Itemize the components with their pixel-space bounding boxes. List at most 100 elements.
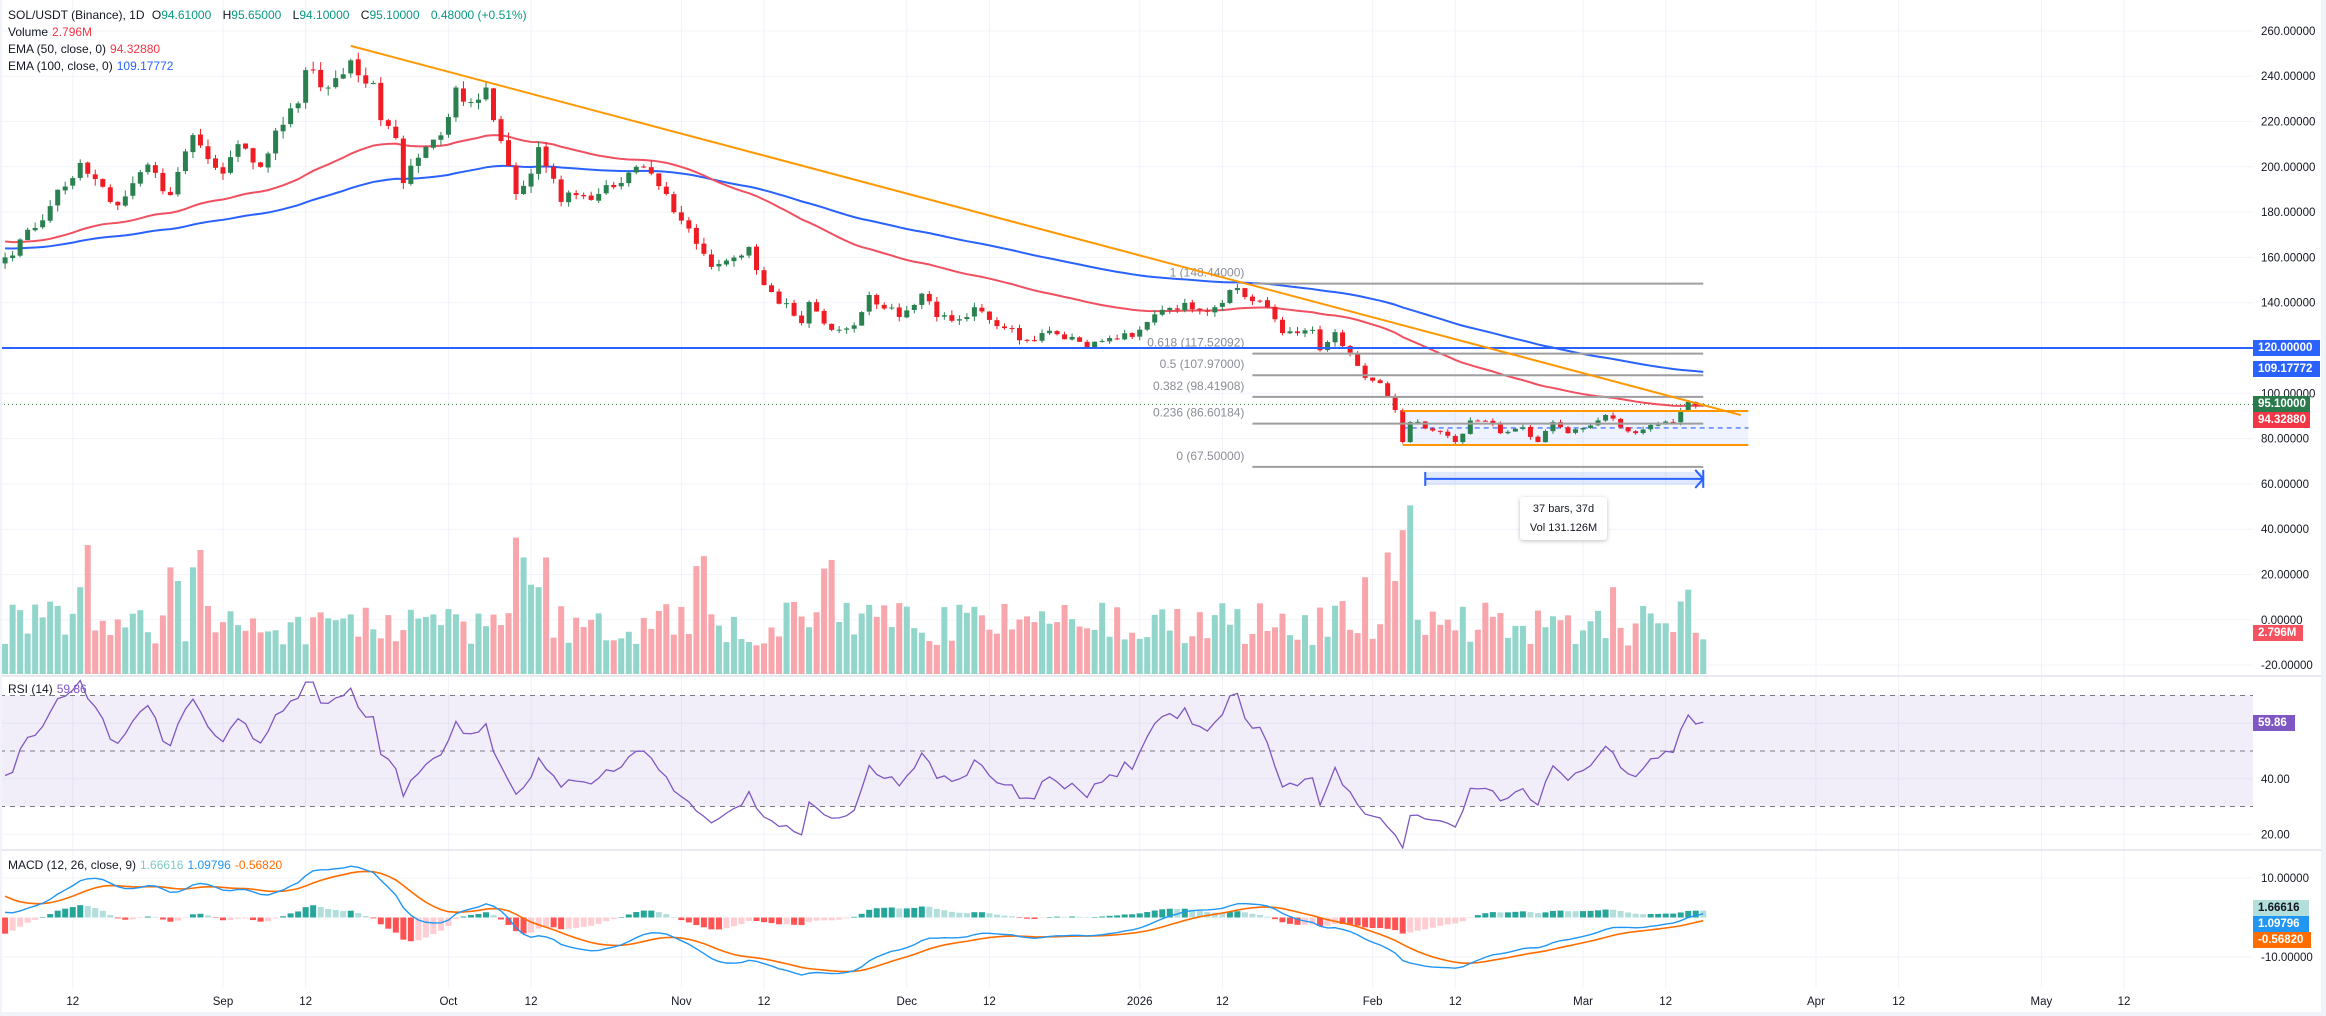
macd-histogram-bar — [670, 917, 677, 918]
candle — [633, 165, 639, 175]
candle-body — [295, 103, 301, 109]
symbol-title[interactable]: SOL/USDT (Binance), 1D — [8, 8, 145, 22]
candle-body — [62, 186, 68, 191]
macd-histogram-bar — [881, 907, 888, 918]
candle-body — [536, 147, 542, 174]
candle — [716, 259, 722, 272]
macd-histogram-bar — [580, 917, 587, 927]
volume-bar — [926, 641, 933, 674]
volume-bar — [1482, 602, 1489, 674]
candle-body — [160, 172, 166, 192]
close-value: 95.10000 — [369, 8, 420, 22]
volume-bar — [670, 634, 677, 674]
macd-legend[interactable]: MACD (12, 26, close, 9) 1.66616 1.09796 -0.… — [8, 857, 286, 874]
macd-histogram-bar — [700, 917, 707, 928]
candle — [934, 296, 940, 322]
volume-legend-label[interactable]: Volume — [8, 25, 49, 39]
volume-bar — [791, 601, 798, 674]
candle-body — [243, 143, 249, 149]
candle-body — [182, 151, 188, 172]
candle-body — [1385, 383, 1391, 397]
macd-histogram-bar — [813, 917, 820, 921]
candle-body — [1122, 333, 1128, 340]
volume-bar — [39, 617, 46, 674]
candle-body — [1340, 332, 1346, 346]
candle-body — [1467, 420, 1473, 434]
volume-bar — [1324, 636, 1331, 674]
drawings[interactable]: 1 (148.44000)0.618 (117.52092)0.5 (107.9… — [0, 44, 2253, 489]
candle — [708, 249, 714, 270]
volume-bar — [603, 640, 610, 674]
macd-axis-label: 10.00000 — [2261, 873, 2309, 885]
candle-body — [10, 255, 16, 259]
volume-bar — [1452, 630, 1459, 674]
volume-legend[interactable]: Volume 2.796M — [8, 24, 96, 41]
macd-histogram-bar — [1354, 917, 1361, 926]
candle — [1580, 427, 1586, 433]
macd-legend-label[interactable]: MACD (12, 26, close, 9) — [8, 858, 137, 872]
volume-bar — [377, 638, 384, 674]
macd-histogram-bar — [437, 917, 444, 931]
macd-histogram-bar — [355, 913, 362, 918]
volume-bar — [618, 638, 625, 674]
macd-histogram-bar — [971, 912, 978, 918]
volume-bar — [415, 618, 422, 674]
candle — [235, 140, 241, 163]
candle-body — [137, 172, 143, 184]
high-value: 95.65000 — [231, 8, 282, 22]
candle-body — [385, 120, 391, 126]
candle — [1174, 304, 1180, 314]
macd-histogram-bar — [422, 917, 429, 938]
volume-bar — [1144, 637, 1151, 674]
macd-histogram-bar — [227, 917, 234, 921]
ema-lines — [5, 134, 1704, 407]
volume-bar — [1039, 611, 1046, 674]
main-legend-symbol-row[interactable]: SOL/USDT (Binance), 1D O94.61000 H95.650… — [8, 7, 531, 24]
candle-body — [581, 194, 587, 197]
candle-body — [859, 312, 865, 326]
rsi-legend[interactable]: RSI (14) 59.86 — [8, 681, 91, 698]
candle — [182, 148, 188, 175]
candle — [686, 217, 692, 233]
candle — [55, 189, 61, 212]
candle-body — [167, 191, 173, 196]
ema50-legend-label[interactable]: EMA (50, close, 0) — [8, 42, 107, 56]
volume-bar — [1655, 623, 1662, 674]
candle-body — [1370, 377, 1376, 381]
candle — [1234, 283, 1240, 294]
volume-bar — [107, 634, 114, 674]
volume-bar — [347, 614, 354, 674]
ema100-legend-label[interactable]: EMA (100, close, 0) — [8, 59, 113, 73]
candle — [851, 322, 857, 333]
macd-histogram-bar — [407, 917, 414, 942]
macd-histogram-bar — [257, 917, 264, 922]
candle — [1633, 430, 1639, 435]
candle — [220, 162, 226, 180]
macd-histogram-bar — [250, 917, 257, 921]
macd-histogram-bar — [1444, 917, 1451, 925]
macd-histogram-bar — [1211, 912, 1218, 918]
macd-line — [5, 865, 1704, 976]
macd-histogram-bar — [1241, 912, 1248, 918]
fib-level-label: 0.5 (107.97000) — [1160, 357, 1245, 371]
macd-histogram-bar — [475, 913, 482, 918]
candle-body — [1625, 427, 1631, 432]
volume-bar — [873, 616, 880, 674]
volume-bar — [1527, 644, 1534, 674]
candle — [656, 173, 662, 190]
volume-bar — [1647, 613, 1654, 674]
volume-bar — [437, 625, 444, 674]
volume-bar — [655, 610, 662, 674]
macd-histogram-bar — [1084, 917, 1091, 918]
macd-histogram-bar — [1670, 913, 1677, 918]
rsi-legend-label[interactable]: RSI (14) — [8, 682, 53, 696]
ema50-legend[interactable]: EMA (50, close, 0) 94.32880 — [8, 41, 164, 58]
candle-body — [438, 135, 444, 140]
ema100-legend[interactable]: EMA (100, close, 0) 109.17772 — [8, 58, 177, 75]
price-axis-label: 200.00000 — [2261, 162, 2315, 174]
volume-bar — [1294, 639, 1301, 674]
macd-histogram-bar — [588, 917, 595, 926]
macd-histogram-bar — [633, 912, 640, 918]
volume-bar — [257, 632, 264, 674]
